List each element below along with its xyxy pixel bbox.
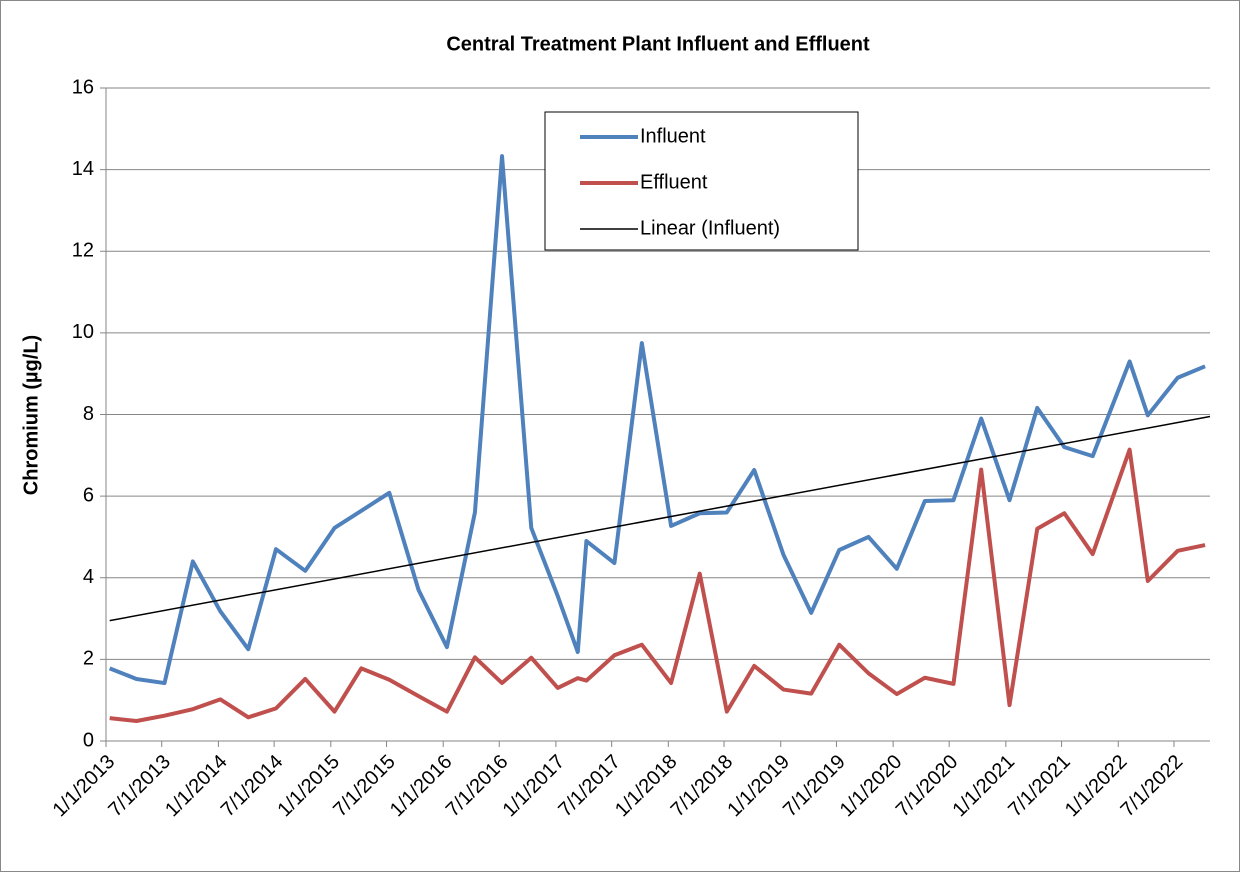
chart-title: Central Treatment Plant Influent and Eff… (446, 33, 870, 55)
y-tick-label: 14 (72, 158, 94, 180)
y-tick-label: 10 (72, 321, 94, 343)
y-tick-label: 2 (83, 648, 94, 670)
y-tick-label: 6 (83, 484, 94, 506)
series-line (109, 447, 1206, 724)
y-tick-label: 12 (72, 240, 94, 262)
y-tick-label: 4 (83, 566, 94, 588)
y-axis-label: Chromium (µg/L) (20, 335, 42, 495)
trend-line (109, 415, 1211, 622)
y-tick-label: 16 (72, 76, 94, 98)
y-tick-label: 0 (83, 729, 94, 751)
legend-label: Effluent (640, 171, 708, 193)
legend-label: Linear (Influent) (640, 217, 780, 239)
legend-label: Influent (640, 125, 706, 147)
series-line (108, 154, 1206, 686)
y-tick-label: 8 (83, 403, 94, 425)
